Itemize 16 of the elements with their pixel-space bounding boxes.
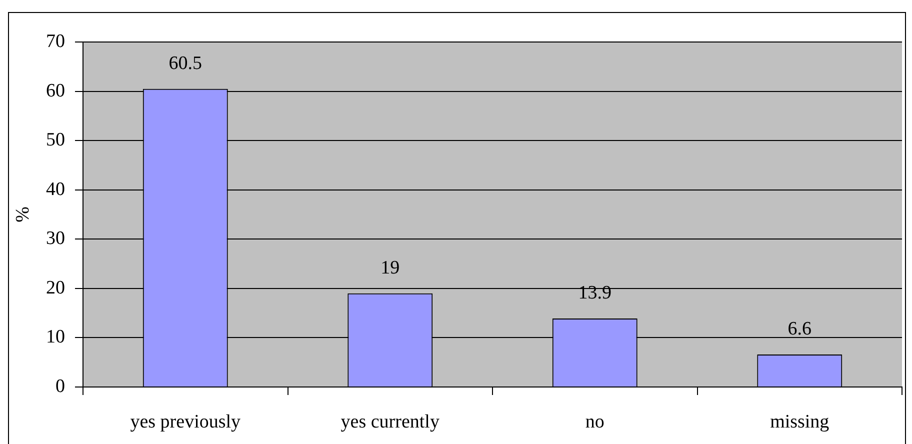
x-tick-label: yes previously bbox=[130, 411, 242, 432]
data-label: 60.5 bbox=[168, 52, 202, 74]
y-axis-title: % bbox=[12, 206, 34, 222]
x-tick-label: yes currently bbox=[340, 411, 440, 432]
y-tick-label: 40 bbox=[46, 178, 65, 200]
y-tick-label: 30 bbox=[46, 228, 65, 250]
y-tick-label: 70 bbox=[46, 30, 65, 52]
data-label: 19 bbox=[380, 257, 400, 278]
y-tick-label: 50 bbox=[46, 130, 65, 151]
x-tick-label: missing bbox=[770, 411, 830, 432]
y-tick-label: 0 bbox=[56, 376, 65, 397]
y-tick-label: 20 bbox=[46, 277, 65, 298]
y-tick-label: 10 bbox=[46, 326, 65, 348]
data-label: 6.6 bbox=[788, 318, 812, 340]
y-tick-label: 60 bbox=[46, 80, 65, 102]
x-tick-label: no bbox=[585, 411, 604, 432]
